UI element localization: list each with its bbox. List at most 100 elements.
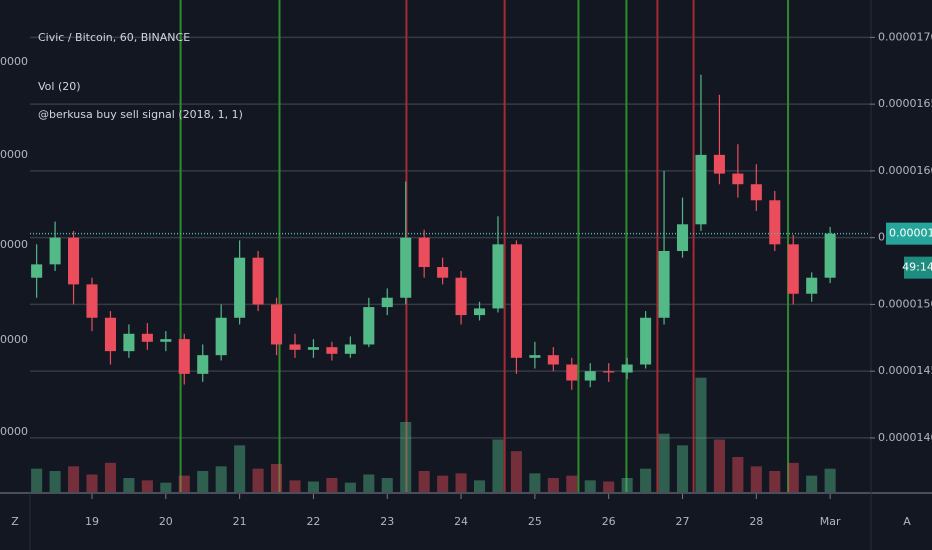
x-tick-label: 19 (85, 515, 99, 528)
candle-body (289, 344, 301, 350)
candle-body (695, 154, 707, 225)
left-axis-label: 0.0000 (0, 55, 28, 68)
candle-body (824, 233, 836, 278)
y-tick-label: 0.00001500 (878, 297, 932, 310)
volume-bar (141, 480, 153, 492)
volume-bar (732, 457, 744, 492)
volume-bar (713, 439, 725, 492)
candle-body (86, 284, 98, 318)
last-price-label: 0.00001553 (889, 227, 932, 240)
volume-bar (566, 475, 578, 492)
volume-bar (307, 481, 319, 492)
candle-body (307, 347, 319, 350)
y-tick-label: 0.00001700 (878, 30, 932, 43)
candle-body (252, 257, 264, 305)
candle-body (640, 317, 652, 365)
candle-body (473, 308, 486, 316)
volume-bar (750, 466, 762, 492)
volume-bar (529, 473, 541, 492)
x-tick-label: 20 (159, 515, 173, 528)
candle-body (123, 333, 135, 352)
volume-bar (31, 468, 43, 492)
candle-body (529, 355, 541, 358)
last-price-box (886, 222, 932, 245)
volume-bar (418, 471, 430, 492)
candle-body (160, 339, 172, 342)
candle-body (400, 237, 412, 298)
indicator-label: Vol (20) (38, 80, 81, 93)
volume (31, 377, 836, 492)
volume-bar (400, 422, 412, 492)
candle-body (732, 173, 744, 185)
candle-body (104, 317, 116, 352)
volume-bar (178, 475, 190, 492)
volume-bar (252, 468, 264, 492)
volume-bar (621, 478, 633, 492)
volume-bar (806, 475, 818, 492)
candle-body (510, 244, 522, 358)
volume-bar (326, 478, 338, 492)
candle-body (566, 364, 578, 381)
volume-bar (123, 478, 135, 492)
candle-body (676, 224, 689, 252)
volume-bar (49, 471, 61, 492)
candle-body (215, 317, 227, 356)
x-tick-label: Mar (820, 515, 841, 528)
volume-bar (510, 451, 522, 492)
volume-bar (271, 464, 283, 492)
volume-bar (234, 445, 246, 492)
candle-body (326, 347, 338, 354)
auto-scale-toggle[interactable]: A (903, 515, 911, 528)
y-tick-label: 0.00001650 (878, 97, 932, 110)
volume-bar (603, 481, 615, 492)
candle-body (806, 277, 818, 294)
volume-bar (160, 482, 172, 492)
volume-bar (215, 466, 227, 492)
candle-body (178, 339, 190, 374)
volume-bar (86, 474, 98, 492)
volume-bar (289, 480, 301, 492)
volume-bar (787, 462, 799, 492)
y-tick-label: 0.00001450 (878, 364, 932, 377)
countdown-label: 49:14 (902, 261, 932, 274)
volume-bar (547, 478, 559, 492)
x-tick-label: 26 (602, 515, 616, 528)
volume-bar (68, 466, 80, 492)
candle-body (271, 304, 283, 345)
x-tick-label: 22 (306, 515, 320, 528)
volume-bar (658, 433, 670, 492)
volume-bar (640, 468, 652, 492)
scale-toggle[interactable]: Z (11, 515, 19, 528)
volume-bar (381, 478, 393, 492)
volume-bar (584, 480, 596, 492)
volume-bar (197, 471, 209, 492)
signals (179, 0, 790, 492)
axes: 0.000014000.000014500.000015000.00001550… (0, 30, 932, 528)
volume-bar (363, 474, 375, 492)
candle-body (547, 355, 559, 365)
candle-body (141, 333, 153, 342)
candle-body (769, 200, 781, 245)
volume-bar (676, 445, 689, 492)
candle-body (49, 237, 61, 265)
volume-bar (455, 473, 467, 492)
volume-bar (769, 471, 781, 492)
x-tick-label: 24 (454, 515, 468, 528)
candle-body (584, 371, 596, 381)
candle-body (658, 251, 670, 318)
left-axis-label: 0.0000 (0, 238, 28, 251)
candle-body (603, 371, 615, 373)
candle-body (363, 307, 375, 345)
volume-bar (473, 480, 486, 492)
candle-body (197, 355, 209, 374)
x-tick-label: 27 (676, 515, 690, 528)
volume-bar (492, 439, 504, 492)
candle-body (234, 257, 246, 318)
y-tick-label: 0.00001600 (878, 164, 932, 177)
indicator-label: @berkusa buy sell signal (2018, 1, 1) (38, 108, 243, 121)
volume-bar (695, 377, 707, 492)
volume-bar (437, 475, 449, 492)
x-tick-label: 23 (380, 515, 394, 528)
candle-body (68, 237, 80, 285)
